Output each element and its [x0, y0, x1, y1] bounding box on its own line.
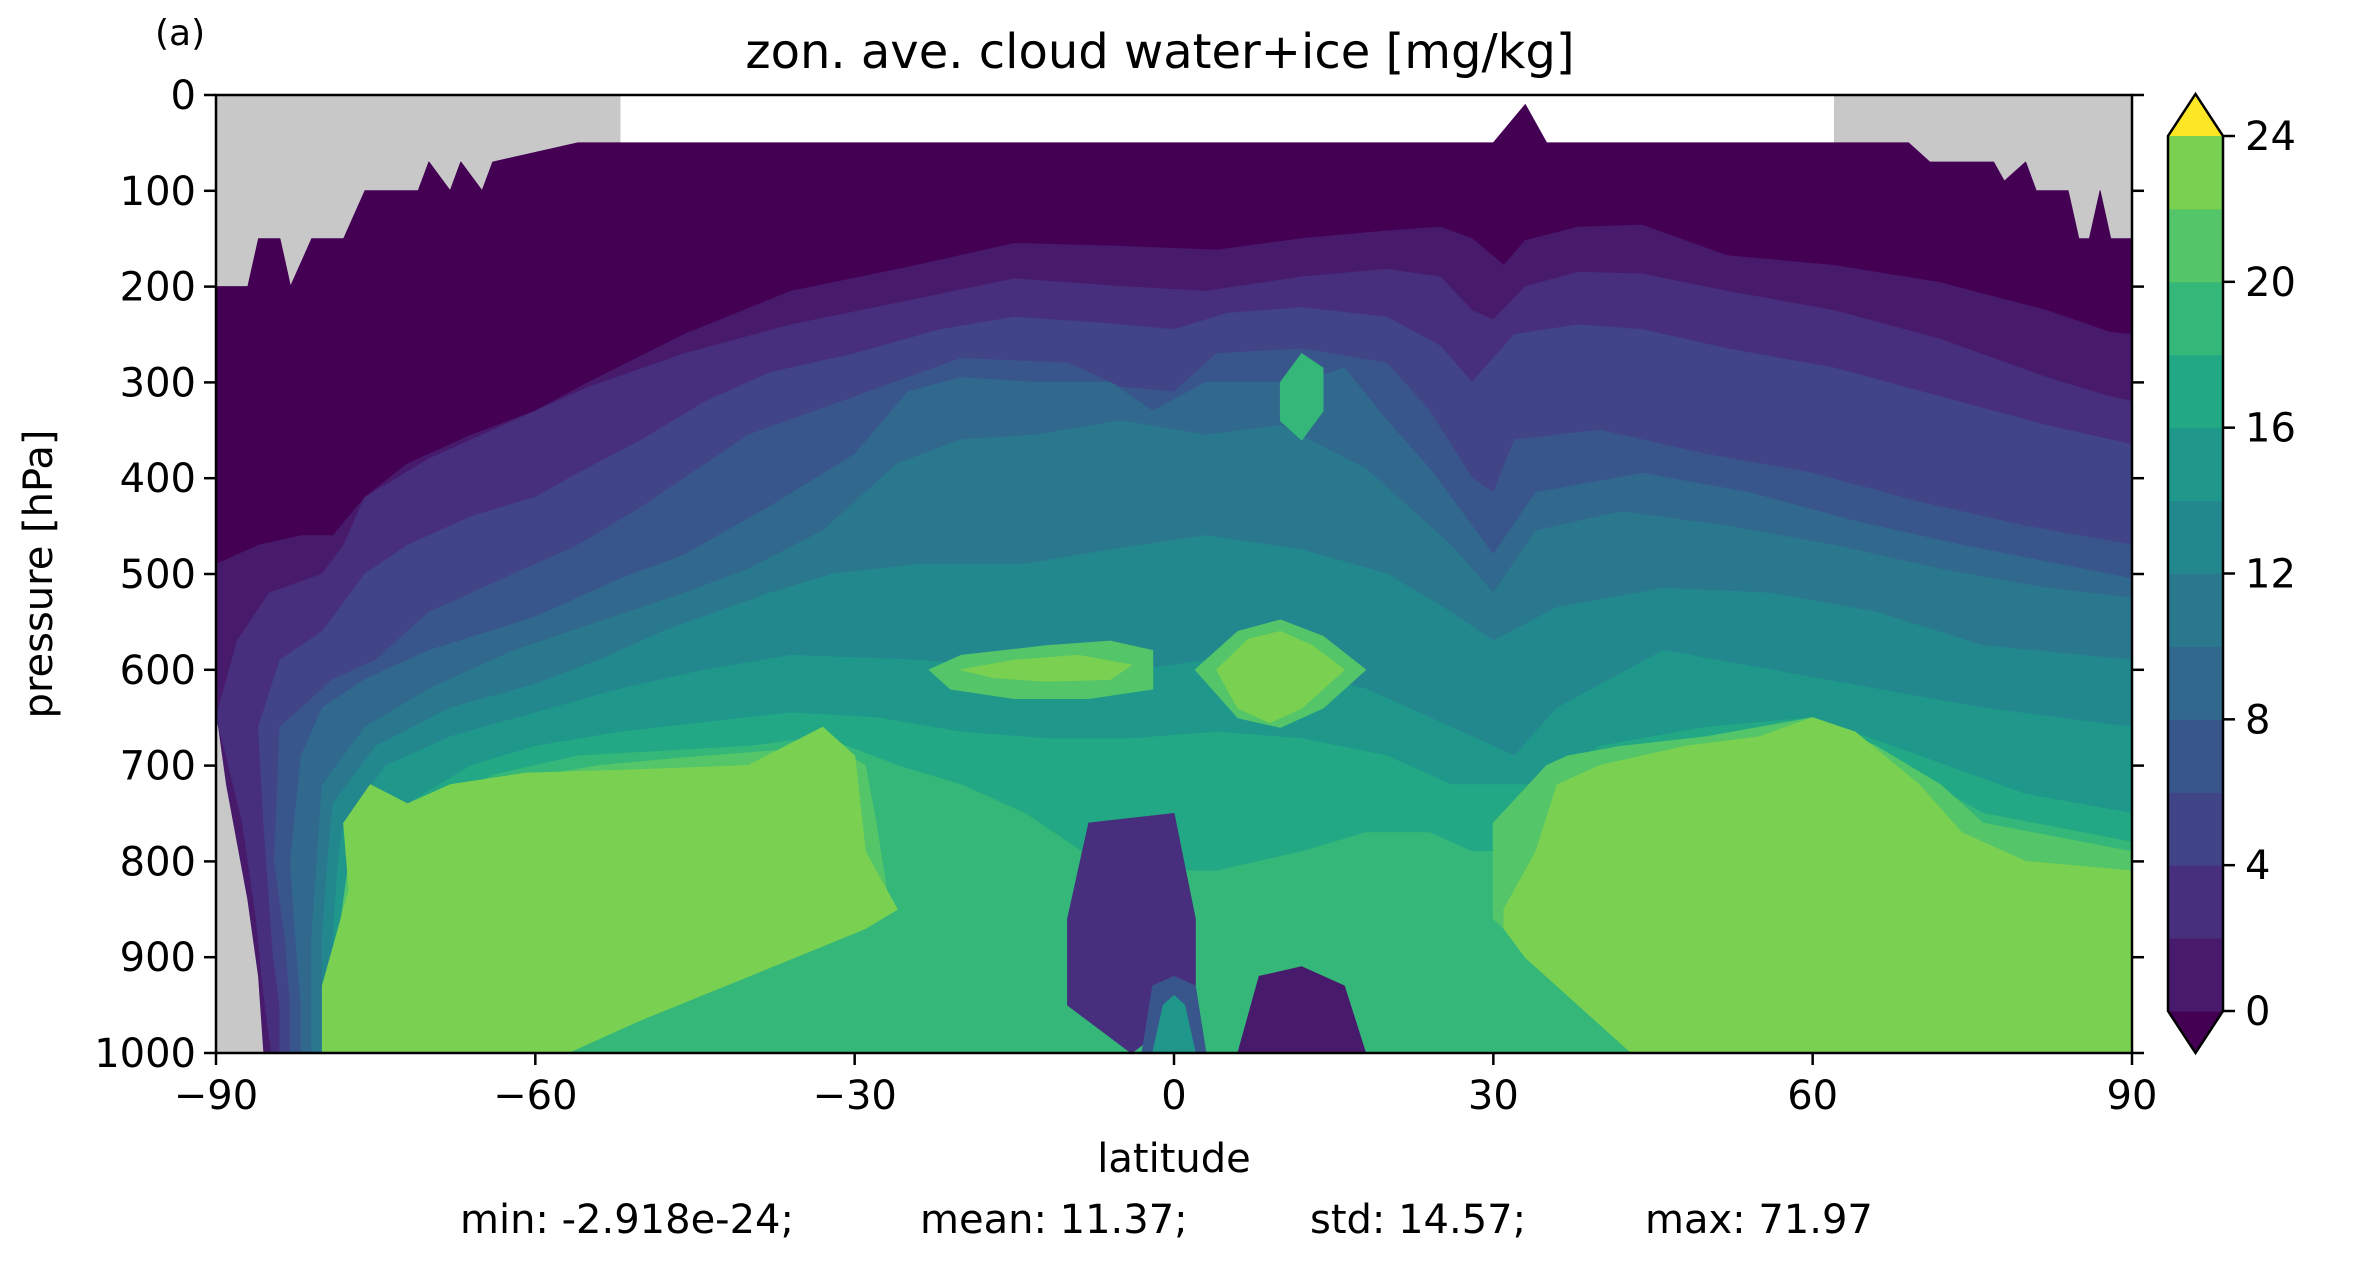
- x-tick-label: 90: [2107, 1073, 2158, 1119]
- y-tick-label: 500: [120, 552, 196, 598]
- contour-region-20: [1152, 995, 1196, 1053]
- colorbar-tick-label: 20: [2245, 260, 2296, 306]
- colorbar-band: [2168, 938, 2223, 1012]
- contour-region-12: [321, 726, 898, 1053]
- colorbar-band: [2168, 427, 2223, 502]
- contour-region-17: [1216, 631, 1345, 723]
- colorbar-tick-label: 0: [2245, 989, 2270, 1035]
- y-tick-label: 200: [120, 265, 196, 311]
- x-tick-label: 30: [1468, 1073, 1519, 1119]
- y-axis: 0 100 200 300 400 500 600 700 800 900 1000: [94, 73, 2144, 1077]
- stat-std: std: 14.57;: [1310, 1197, 1526, 1243]
- colorbar-extend-max: [2168, 94, 2223, 136]
- panel-label: (a): [155, 13, 205, 54]
- plot-area: [214, 93, 2134, 1055]
- y-tick-label: 700: [120, 744, 196, 790]
- stat-mean: mean: 11.37;: [920, 1197, 1188, 1243]
- contour-region-23: [1503, 717, 2132, 1053]
- y-tick-label: 100: [120, 169, 196, 215]
- masked-region-top-left-missing: [216, 95, 621, 287]
- colorbar-tick-label: 24: [2245, 114, 2296, 160]
- colorbar-tick-label: 12: [2245, 552, 2296, 598]
- y-axis-label: pressure [hPa]: [16, 430, 62, 719]
- y-tick-label: 1000: [94, 1031, 196, 1077]
- colorbar-band: [2168, 208, 2223, 283]
- colorbar-tick-label: 4: [2245, 843, 2270, 889]
- x-axis-label: latitude: [1097, 1136, 1250, 1182]
- contour-region-14: [960, 654, 1132, 682]
- colorbar-band: [2168, 281, 2223, 356]
- colorbar: 0 4 8 12 16 20 24: [2166, 91, 2296, 1056]
- y-tick-label: 900: [120, 935, 196, 981]
- x-tick-label: −90: [174, 1073, 258, 1119]
- x-tick-label: −60: [493, 1073, 577, 1119]
- colorbar-band: [2168, 646, 2223, 720]
- contour-layer: [216, 95, 2132, 1053]
- masked-region-top-right-missing: [1834, 95, 2132, 239]
- contour-region-15: [1279, 353, 1324, 441]
- colorbar-band: [2168, 792, 2223, 866]
- colorbar-band: [2168, 719, 2223, 793]
- stat-min: min: -2.918e-24;: [460, 1197, 794, 1243]
- y-tick-label: 600: [120, 648, 196, 694]
- y-tick-label: 0: [171, 73, 196, 119]
- stat-max: max: 71.97: [1645, 1197, 1873, 1243]
- chart-title: zon. ave. cloud water+ice [mg/kg]: [745, 24, 1574, 80]
- stats-line: min: -2.918e-24; mean: 11.37; std: 14.57…: [460, 1197, 1873, 1243]
- colorbar-band: [2168, 573, 2223, 647]
- x-tick-label: −30: [812, 1073, 896, 1119]
- y-tick-label: 300: [120, 360, 196, 406]
- colorbar-band: [2168, 500, 2223, 574]
- colorbar-band: [2168, 136, 2223, 210]
- colorbar-tick-label: 8: [2245, 697, 2270, 743]
- x-tick-label: 60: [1787, 1073, 1838, 1119]
- colorbar-extend-min: [2168, 1011, 2223, 1053]
- colorbar-band: [2168, 865, 2223, 939]
- x-axis: −90 −60 −30 0 30 60 90: [174, 1053, 2158, 1119]
- contour-region-21: [1237, 966, 1367, 1053]
- x-tick-label: 0: [1161, 1073, 1186, 1119]
- y-tick-label: 400: [120, 456, 196, 502]
- colorbar-band: [2168, 354, 2223, 429]
- y-tick-label: 800: [120, 839, 196, 885]
- colorbar-tick-label: 16: [2245, 406, 2296, 452]
